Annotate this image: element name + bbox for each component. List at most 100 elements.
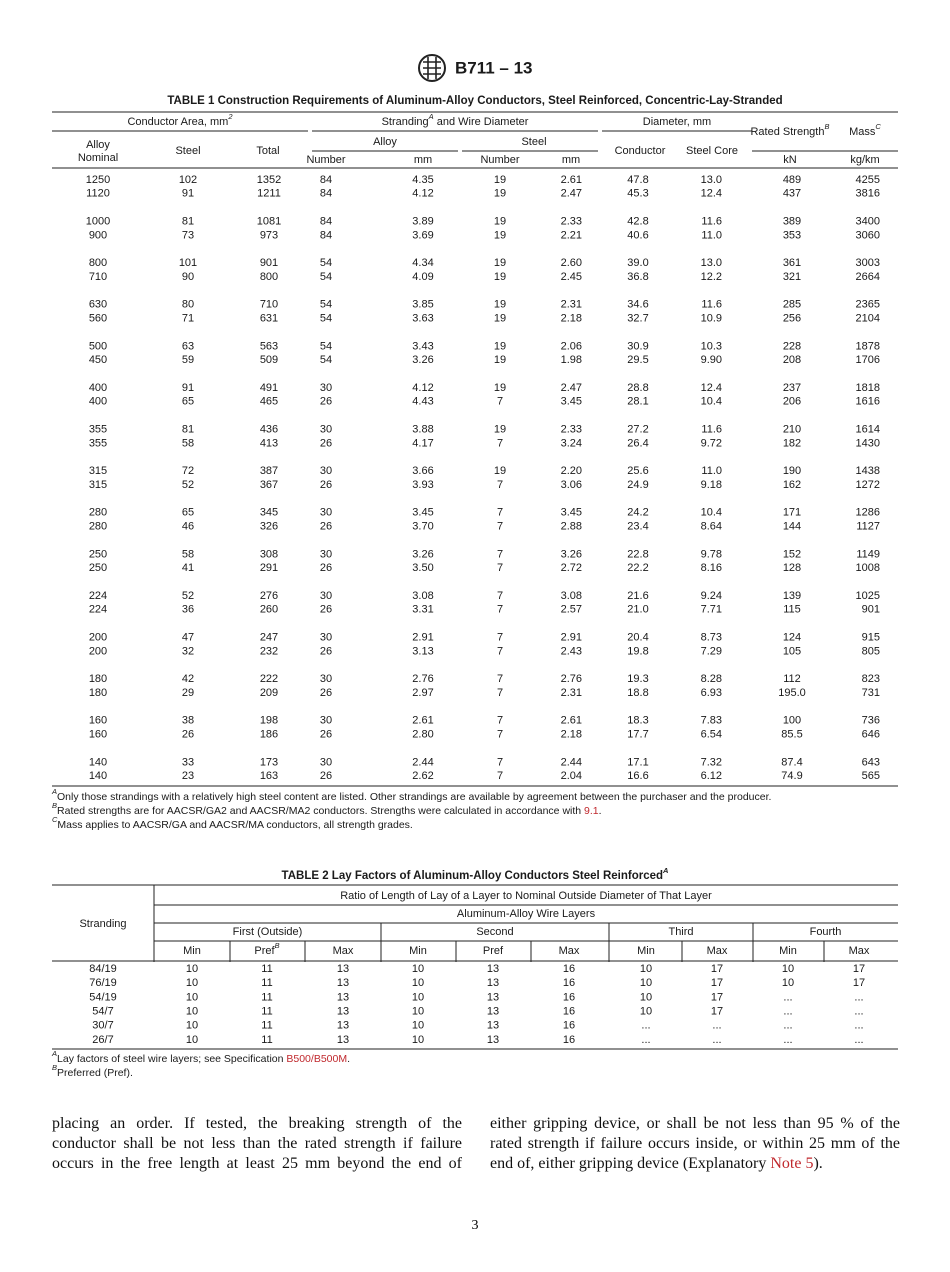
table-cell: 2.20 [561, 465, 582, 477]
table-cell: 800 [260, 271, 278, 283]
table-cell: ... [783, 991, 792, 1003]
table-cell: 30 [320, 548, 332, 560]
table-cell: 17 [711, 1006, 723, 1018]
table-cell: 11 [261, 991, 272, 1003]
note-link[interactable]: Note 5 [770, 1155, 814, 1172]
table-cell: 3.26 [412, 548, 433, 560]
table-cell: 232 [260, 645, 278, 657]
table-cell: 13 [487, 1006, 499, 1018]
table-cell: 3.45 [561, 396, 582, 408]
table-cell: 3.26 [412, 354, 433, 366]
table-cell: 182 [783, 437, 801, 449]
table-cell: 3003 [856, 257, 880, 269]
table-cell: 260 [260, 604, 278, 616]
table-cell: 1706 [856, 354, 880, 366]
table-cell: 32.7 [627, 313, 648, 325]
table-cell: 190 [783, 465, 801, 477]
table-cell: 105 [783, 645, 801, 657]
table-cell: 160 [89, 715, 107, 727]
table-cell: 13 [487, 1020, 499, 1032]
table-cell: 16 [563, 1034, 575, 1046]
header-cell: Max [559, 945, 580, 957]
table-cell: 10 [186, 963, 198, 975]
header-cell: Pref [483, 945, 504, 957]
table-cell: 18.3 [627, 715, 648, 727]
superscript: 2 [227, 112, 233, 121]
footnote: ALay factors of steel wire layers; see S… [51, 1049, 350, 1064]
table-cell: 256 [783, 313, 801, 325]
header-cell: kN [783, 154, 797, 166]
table-cell: 2.91 [412, 632, 433, 644]
table-cell: 30 [320, 632, 332, 644]
table-cell: 22.8 [627, 548, 648, 560]
table-cell: 2.76 [561, 673, 582, 685]
header-cell: Number [306, 154, 345, 166]
table-cell: ... [783, 1006, 792, 1018]
header-cell: Steel Core [686, 145, 738, 157]
table-cell: 16 [563, 977, 575, 989]
table-cell: 9.78 [701, 548, 722, 560]
table-cell: 1430 [856, 437, 880, 449]
table-cell: 3.88 [412, 424, 433, 436]
table-cell: 400 [89, 382, 107, 394]
table-cell: 6.12 [701, 770, 722, 782]
table-cell: 3.66 [412, 465, 433, 477]
table-cell: 36 [182, 604, 194, 616]
table-cell: 13 [487, 963, 499, 975]
table-cell: 4.09 [412, 271, 433, 283]
link[interactable]: 9.1 [584, 805, 599, 817]
table-cell: 28.1 [627, 396, 648, 408]
table-cell: 10 [412, 1034, 424, 1046]
header-cell: Alloy [373, 136, 397, 148]
header-cell: Conductor Area, mm2 [127, 112, 233, 127]
table-cell: 10 [412, 1020, 424, 1032]
table-cell: 2.61 [561, 174, 582, 186]
header-cell: Max [849, 945, 870, 957]
superscript: A [51, 787, 57, 796]
table-cell: 65 [182, 396, 194, 408]
table-cell: 1081 [257, 216, 281, 228]
table-cell: 2.44 [412, 756, 433, 768]
table-cell: 140 [89, 770, 107, 782]
table-cell: 10 [412, 1006, 424, 1018]
superscript: A [662, 866, 668, 875]
footnote: CMass applies to AACSR/GA and AACSR/MA c… [52, 815, 413, 830]
table-cell: 23.4 [627, 521, 648, 533]
table-cell: 173 [260, 756, 278, 768]
table-cell: 1000 [86, 216, 110, 228]
header-cell: Aluminum-Alloy Wire Layers [457, 908, 596, 920]
table-cell: 10.4 [701, 396, 722, 408]
table-cell: 54 [320, 313, 332, 325]
table-cell: 26 [320, 437, 332, 449]
table-cell: 162 [783, 479, 801, 491]
table-cell: 72 [182, 465, 194, 477]
table-cell: 10 [782, 977, 794, 989]
header-cell: Nominal [78, 152, 118, 164]
table-cell: 3.06 [561, 479, 582, 491]
table-cell: 10 [412, 963, 424, 975]
table-cell: 10 [640, 991, 652, 1003]
table-cell: 26 [320, 562, 332, 574]
table-cell: 10.3 [701, 340, 722, 352]
table-cell: 1438 [856, 465, 880, 477]
table-cell: 42 [182, 673, 194, 685]
table-cell: 1818 [856, 382, 880, 394]
header-cell: Number [480, 154, 519, 166]
text-part: . [347, 1053, 350, 1065]
table-cell: 13 [487, 991, 499, 1003]
table-cell: 24.2 [627, 507, 648, 519]
table-cell: 400 [89, 396, 107, 408]
table-cell: 21.0 [627, 604, 648, 616]
table-cell: 21.6 [627, 590, 648, 602]
table-cell: ... [712, 1020, 721, 1032]
table-cell: 389 [783, 216, 801, 228]
table-cell: 973 [260, 229, 278, 241]
table-cell: 7 [497, 479, 503, 491]
table-cell: 46 [182, 521, 194, 533]
table-cell: 26.4 [627, 437, 648, 449]
table-cell: 915 [862, 632, 880, 644]
table-cell: 1616 [856, 396, 880, 408]
table-cell: 489 [783, 174, 801, 186]
table-cell: 387 [260, 465, 278, 477]
link[interactable]: B500/B500M [286, 1053, 347, 1065]
